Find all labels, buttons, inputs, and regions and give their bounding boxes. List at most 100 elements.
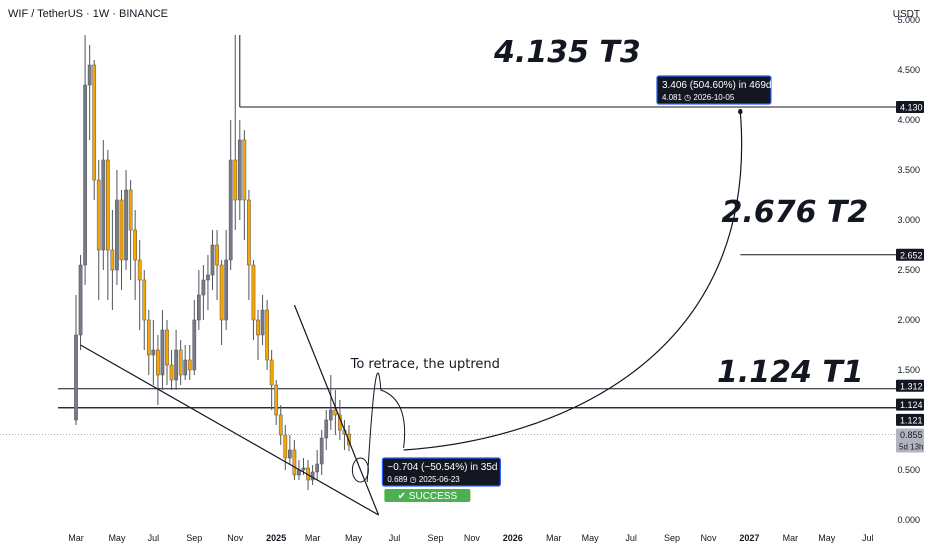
y-tick-label: 3.500 (897, 165, 920, 175)
candle-body (111, 250, 114, 270)
candle-body (293, 450, 296, 475)
candle-body (234, 160, 237, 200)
candle-body (97, 180, 100, 250)
x-tick-label: Nov (464, 533, 481, 543)
y-tick-label: 1.500 (897, 365, 920, 375)
x-tick-label: Sep (664, 533, 680, 543)
retrace-annotation: To retrace, the uptrend (350, 357, 500, 372)
candle-body (197, 295, 200, 320)
countdown-label: 5d 13h (899, 443, 923, 452)
x-tick-label: Jul (389, 533, 401, 543)
candle-body (93, 65, 96, 180)
candle-body (220, 265, 223, 320)
candle-body (84, 85, 87, 265)
candle-body (147, 320, 150, 355)
measure-up-line1: 3.406 (504.60%) in 469d (662, 80, 772, 91)
x-tick-label: Sep (427, 533, 443, 543)
candle-body (161, 330, 164, 375)
candle-body (79, 265, 82, 335)
x-tick-label: May (582, 533, 600, 543)
x-tick-label: May (818, 533, 836, 543)
candle-body (243, 140, 246, 200)
candle-body (229, 160, 232, 260)
x-tick-label: 2027 (739, 533, 759, 543)
candle-body (325, 420, 328, 438)
wedge-upper-trendline (294, 305, 378, 515)
target-t2-text: 2.676 T2 (722, 195, 869, 230)
x-tick-label: May (108, 533, 126, 543)
candle-body (134, 230, 137, 260)
candle-body (102, 160, 105, 250)
candle-body (165, 330, 168, 365)
candle-body (188, 360, 191, 370)
x-tick-label: Jul (148, 533, 160, 543)
candle-body (143, 280, 146, 320)
target-t3-text: 4.135 T3 (493, 35, 641, 70)
x-tick-label: May (345, 533, 363, 543)
candle-body (261, 310, 264, 335)
candle-body (252, 265, 255, 320)
x-tick-label: Mar (68, 533, 84, 543)
candle-body (115, 200, 118, 270)
candle-body (184, 360, 187, 375)
candle-body (74, 335, 77, 420)
candle-body (170, 365, 173, 380)
candle-body (316, 464, 319, 472)
candle-body (279, 415, 282, 435)
candle-body (288, 450, 291, 458)
axis-label-t2: 2.652 (900, 250, 923, 260)
candle-body (320, 438, 323, 464)
candle-body (156, 350, 159, 375)
candle-body (88, 65, 91, 85)
candle-body (247, 200, 250, 265)
x-tick-label: 2025 (266, 533, 286, 543)
candle-body (211, 245, 214, 275)
candle-body (215, 245, 218, 265)
target-t1-text: 1.124 T1 (717, 355, 864, 390)
candle-body (206, 275, 209, 280)
x-tick-label: Jul (625, 533, 637, 543)
axis-label-t3: 4.130 (900, 103, 923, 113)
candle-body (106, 160, 109, 250)
x-tick-label: 2026 (503, 533, 523, 543)
x-tick-label: Nov (700, 533, 717, 543)
target-marker (738, 109, 742, 113)
success-badge: ✔ SUCCESS (398, 491, 458, 502)
y-tick-label: 0.500 (897, 465, 920, 475)
x-tick-label: Nov (227, 533, 244, 543)
candle-body (138, 260, 141, 280)
candle-body (129, 190, 132, 230)
x-tick-label: Mar (783, 533, 799, 543)
candle-body (124, 190, 127, 260)
candle-body (225, 260, 228, 320)
y-tick-label: 4.500 (897, 65, 920, 75)
candle-body (152, 350, 155, 355)
candle-body (270, 360, 273, 385)
wedge-lower-trendline (81, 345, 379, 515)
candle-body (329, 410, 332, 420)
candle-body (175, 350, 178, 380)
x-tick-label: Mar (546, 533, 562, 543)
axis-label-upper: 1.312 (900, 381, 923, 391)
y-tick-label: 2.000 (897, 315, 920, 325)
candle-body (302, 468, 305, 470)
axis-label-lower: 1.121 (900, 415, 923, 425)
candle-body (238, 140, 241, 200)
projection-curve (404, 112, 742, 450)
candle-body (202, 280, 205, 295)
candle-body (120, 200, 123, 260)
candle-body (266, 310, 269, 360)
candle-body (179, 350, 182, 375)
y-tick-label: 3.000 (897, 215, 920, 225)
y-tick-label: 2.500 (897, 265, 920, 275)
measure-down-line2: 0.689 ◷ 2025-06-23 (387, 475, 460, 484)
candle-body (284, 435, 287, 458)
x-tick-label: Jul (862, 533, 874, 543)
candle-body (193, 320, 196, 370)
candle-body (311, 472, 314, 480)
x-tick-label: Mar (305, 533, 321, 543)
x-tick-label: Sep (186, 533, 202, 543)
measure-down-line1: −0.704 (−50.54%) in 35d (387, 462, 497, 473)
y-tick-label: 4.000 (897, 115, 920, 125)
